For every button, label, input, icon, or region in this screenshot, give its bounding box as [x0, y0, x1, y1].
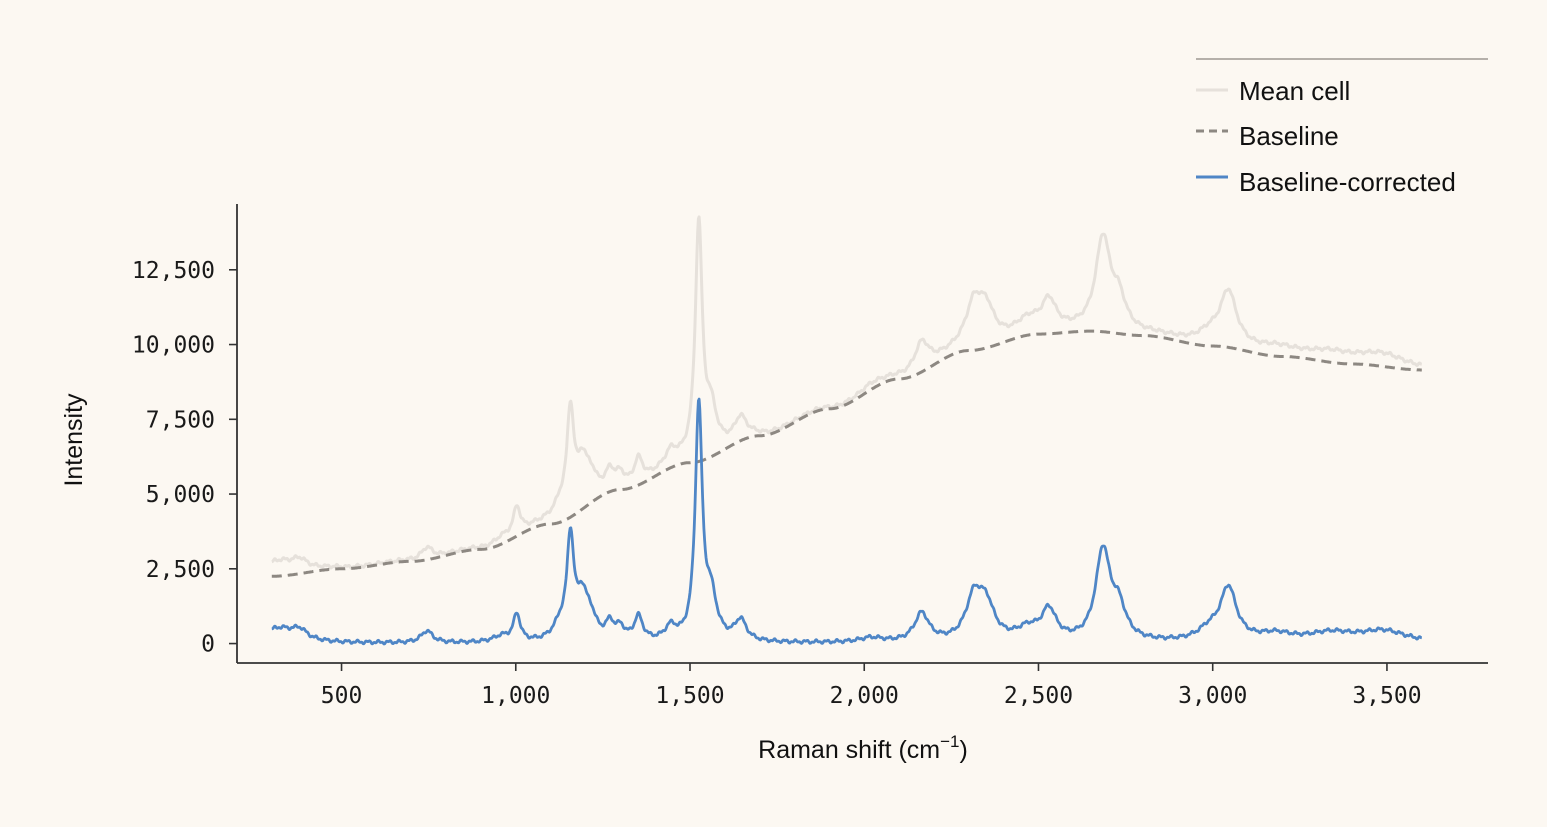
axes: [236, 204, 1488, 664]
legend-label-mean-cell: Mean cell: [1239, 76, 1350, 106]
y-ticks: 0 2,500 5,000 7,500 10,000 12,500: [132, 258, 237, 658]
series-line-mean-cell: [271, 215, 1423, 570]
x-tick-label: 1,000: [481, 683, 550, 709]
x-axis-title-superscript: −1: [940, 732, 959, 751]
legend-label-baseline-corrected: Baseline-corrected: [1239, 167, 1456, 197]
x-tick-label: 3,500: [1352, 683, 1421, 709]
y-tick-label: 7,500: [146, 407, 215, 433]
series-line-baseline: [271, 329, 1422, 578]
y-tick-label: 2,500: [146, 557, 215, 583]
x-tick-label: 2,000: [830, 683, 899, 709]
series-layer: [271, 215, 1423, 646]
x-tick-label: 3,000: [1178, 683, 1247, 709]
legend: Mean cell Baseline Baseline-corrected: [1196, 58, 1488, 197]
y-tick-label: 5,000: [146, 482, 215, 508]
x-tick-label: 2,500: [1004, 683, 1073, 709]
x-axis-title: Raman shift (cm−1): [758, 732, 968, 764]
y-tick-label: 0: [201, 632, 215, 658]
y-axis-title: Intensity: [60, 393, 88, 487]
y-tick-label: 12,500: [132, 258, 215, 284]
x-tick-label: 500: [321, 683, 363, 709]
x-axis-title-main: Raman shift (cm: [758, 736, 940, 764]
series-line-baseline-corrected: [271, 397, 1423, 646]
y-tick-label: 10,000: [132, 333, 215, 359]
x-tick-label: 1,500: [655, 683, 724, 709]
legend-label-baseline: Baseline: [1239, 121, 1339, 151]
x-ticks: 500 1,000 1,500 2,000 2,500 3,000 3,500: [321, 663, 1422, 709]
x-axis-title-close: ): [960, 736, 968, 764]
